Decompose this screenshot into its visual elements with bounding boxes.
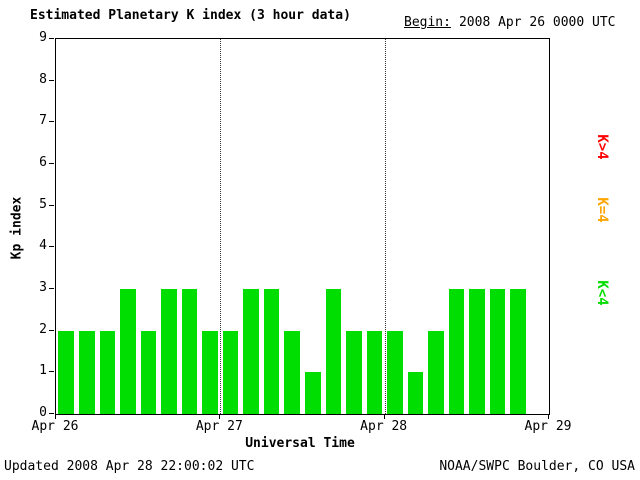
kp-bar <box>181 289 198 414</box>
kp-bar <box>263 289 280 414</box>
kp-bar <box>469 289 485 414</box>
y-tick-label: 6 <box>39 155 47 170</box>
kp-bar <box>58 330 75 414</box>
x-tick-mark <box>55 414 56 419</box>
legend-item-k-eq-4: K=4 <box>594 197 610 223</box>
kp-bar <box>304 372 321 414</box>
kp-bar <box>366 330 383 414</box>
y-tick-mark <box>49 246 54 248</box>
y-tick-mark <box>49 329 54 331</box>
x-tick-label: Apr 28 <box>360 419 408 434</box>
y-tick-label: 7 <box>39 113 47 129</box>
begin-timestamp: Begin: 2008 Apr 26 0000 UTC <box>404 15 616 30</box>
y-tick-label: 2 <box>39 321 47 337</box>
y-tick-label: 4 <box>39 238 47 254</box>
x-tick-mark <box>383 414 385 419</box>
x-tick-mark <box>548 414 549 419</box>
legend-item-k-gt-4: K>4 <box>594 134 610 160</box>
y-tick-label: 8 <box>39 71 47 87</box>
y-tick-mark <box>49 121 54 123</box>
kp-bar <box>407 372 424 414</box>
y-tick-mark <box>49 79 54 81</box>
y-tick-mark <box>49 163 54 164</box>
kp-bar <box>448 289 465 414</box>
chart-title: Estimated Planetary K index (3 hour data… <box>30 8 351 23</box>
y-tick-label: 3 <box>39 280 47 295</box>
y-tick-mark <box>49 288 54 289</box>
kp-bar <box>161 289 177 414</box>
source-attribution: NOAA/SWPC Boulder, CO USA <box>439 459 635 474</box>
x-axis-title: Universal Time <box>245 436 355 451</box>
begin-value: 2008 Apr 26 0000 UTC <box>458 15 616 30</box>
kp-bar <box>202 330 218 414</box>
kp-bar <box>99 330 116 414</box>
kp-bar <box>222 330 239 414</box>
kp-bar <box>510 289 526 414</box>
y-tick-label: 0 <box>39 405 47 420</box>
y-tick-label: 5 <box>39 196 47 212</box>
kp-bar <box>346 330 362 414</box>
x-tick-mark <box>219 414 221 419</box>
kp-bar <box>428 330 444 414</box>
y-tick-mark <box>49 38 54 39</box>
plot-area <box>55 38 550 415</box>
x-tick-label: Apr 27 <box>195 419 243 434</box>
kp-bar <box>79 330 95 414</box>
kp-bar <box>489 289 506 414</box>
kp-bar <box>387 330 403 414</box>
kp-bar <box>325 289 342 414</box>
kp-bar <box>243 289 259 414</box>
y-tick-label: 9 <box>39 30 47 45</box>
day-separator-line <box>384 39 386 414</box>
day-separator-line <box>220 39 222 414</box>
y-tick-mark <box>49 204 54 206</box>
y-tick-mark <box>49 413 54 414</box>
kp-bar <box>120 289 136 414</box>
legend-item-k-lt-4: K<4 <box>594 280 610 306</box>
updated-timestamp: Updated 2008 Apr 28 22:00:02 UTC <box>4 459 255 474</box>
x-tick-label: Apr 26 <box>31 419 79 434</box>
x-tick-label: Apr 29 <box>524 419 572 434</box>
kp-bar <box>284 330 301 414</box>
begin-label: Begin: <box>404 15 451 30</box>
y-tick-label: 1 <box>39 363 47 379</box>
y-tick-mark <box>49 371 54 373</box>
kp-bar <box>140 330 157 414</box>
